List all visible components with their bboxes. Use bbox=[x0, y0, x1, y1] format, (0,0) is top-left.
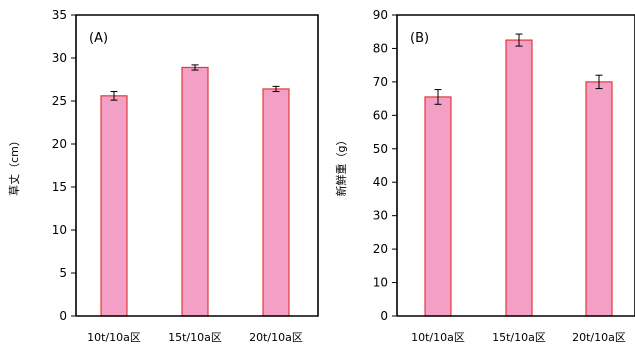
b-ytick-label: 40 bbox=[373, 175, 388, 189]
b-bar-1 bbox=[424, 96, 452, 317]
panel-a: 0 5 10 15 20 25 30 35 10t/10a区 15t/10a区 20t/10a区 (A… bbox=[8, 8, 319, 344]
a-panel-label: (A) bbox=[89, 31, 108, 46]
a-ytick-label: 25 bbox=[52, 94, 67, 108]
a-bar-2 bbox=[181, 66, 209, 317]
a-ytick-label: 20 bbox=[52, 137, 67, 151]
panel-b: 0 10 20 30 40 50 60 70 80 90 10t/10a区 15t/10a区 20t/1… bbox=[334, 8, 635, 344]
a-axes-frame bbox=[75, 14, 319, 317]
b-ytick-label: 60 bbox=[373, 108, 388, 122]
a-ytick-label: 0 bbox=[59, 309, 67, 323]
b-bar-2 bbox=[505, 39, 533, 317]
a-ytick-label: 30 bbox=[52, 51, 67, 65]
a-ytick-label: 10 bbox=[52, 223, 67, 237]
b-axes-frame bbox=[396, 14, 635, 317]
a-y-axis-label: 草丈（cm） bbox=[8, 135, 21, 196]
a-category-label-2: 15t/10a区 bbox=[168, 331, 222, 344]
b-ytick-label: 50 bbox=[373, 142, 388, 156]
b-category-label-3: 20t/10a区 bbox=[572, 331, 626, 344]
a-category-label-1: 10t/10a区 bbox=[87, 331, 141, 344]
b-panel-label: (B) bbox=[410, 31, 429, 46]
b-ytick-label: 10 bbox=[373, 276, 388, 290]
b-bar-3 bbox=[585, 81, 613, 317]
b-y-axis-label: 新鮮重（g） bbox=[334, 135, 348, 197]
a-ytick-label: 15 bbox=[52, 180, 67, 194]
b-ytick-label: 70 bbox=[373, 75, 388, 89]
b-ytick-label: 30 bbox=[373, 209, 388, 223]
a-category-label-3: 20t/10a区 bbox=[249, 331, 303, 344]
b-category-label-1: 10t/10a区 bbox=[411, 331, 465, 344]
a-bar-1 bbox=[100, 95, 128, 317]
b-ytick-label: 90 bbox=[373, 8, 388, 22]
a-ytick-label: 35 bbox=[52, 8, 67, 22]
b-ytick-label: 20 bbox=[373, 242, 388, 256]
a-bar-3 bbox=[262, 88, 290, 317]
b-category-label-2: 15t/10a区 bbox=[492, 331, 546, 344]
b-ytick-label: 0 bbox=[380, 309, 388, 323]
a-ytick-label: 5 bbox=[59, 266, 67, 280]
b-ytick-label: 80 bbox=[373, 41, 388, 55]
